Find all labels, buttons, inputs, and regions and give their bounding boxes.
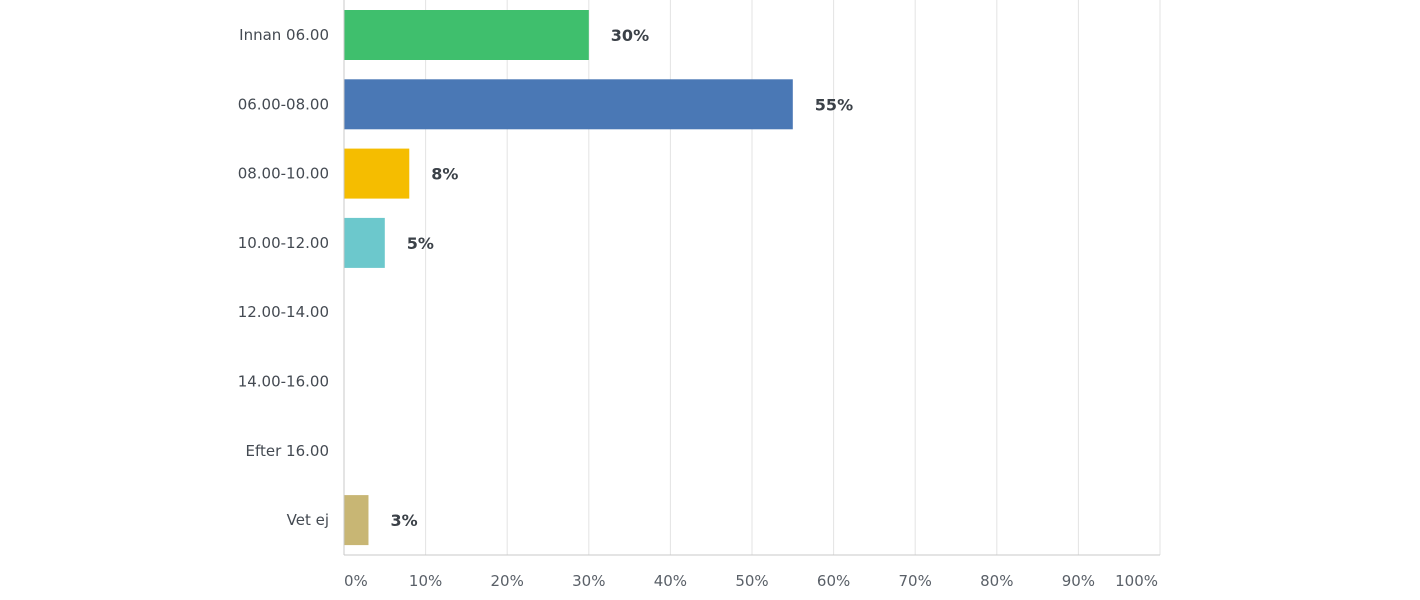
bar: [344, 495, 369, 546]
category-label: 12.00-14.00: [238, 303, 329, 321]
data-label: 3%: [390, 511, 417, 530]
x-tick-label: 80%: [980, 572, 1013, 590]
x-tick-label: 10%: [409, 572, 442, 590]
data-label: 8%: [431, 165, 458, 184]
axes: [343, 0, 1160, 556]
x-tick-label: 20%: [491, 572, 524, 590]
category-label: Efter 16.00: [246, 442, 329, 460]
x-tick-label: 90%: [1062, 572, 1095, 590]
x-tick-label: 30%: [572, 572, 605, 590]
data-label: 55%: [815, 95, 853, 114]
x-tick-label: 100%: [1115, 572, 1158, 590]
x-tick-label: 60%: [817, 572, 850, 590]
category-label: 06.00-08.00: [238, 95, 329, 113]
category-label: Innan 06.00: [239, 26, 329, 44]
data-label: 30%: [611, 26, 649, 45]
bar: [344, 148, 410, 199]
labels: 0% 10% 20% 30% 40% 50% 60% 70% 80% 90% 100% Innan 0…: [238, 26, 1158, 590]
bar: [344, 79, 793, 130]
bar: [344, 217, 385, 268]
x-tick-label: 70%: [899, 572, 932, 590]
x-tick-label: 40%: [654, 572, 687, 590]
x-tick-label: 50%: [735, 572, 768, 590]
category-label: 08.00-10.00: [238, 165, 329, 183]
bars: [344, 10, 793, 546]
data-label: 5%: [407, 234, 434, 253]
category-label: 14.00-16.00: [238, 373, 329, 391]
category-label: Vet ej: [287, 511, 329, 529]
x-tick-label: 0%: [344, 572, 368, 590]
bar: [344, 10, 589, 60]
category-label: 10.00-12.00: [238, 234, 329, 252]
